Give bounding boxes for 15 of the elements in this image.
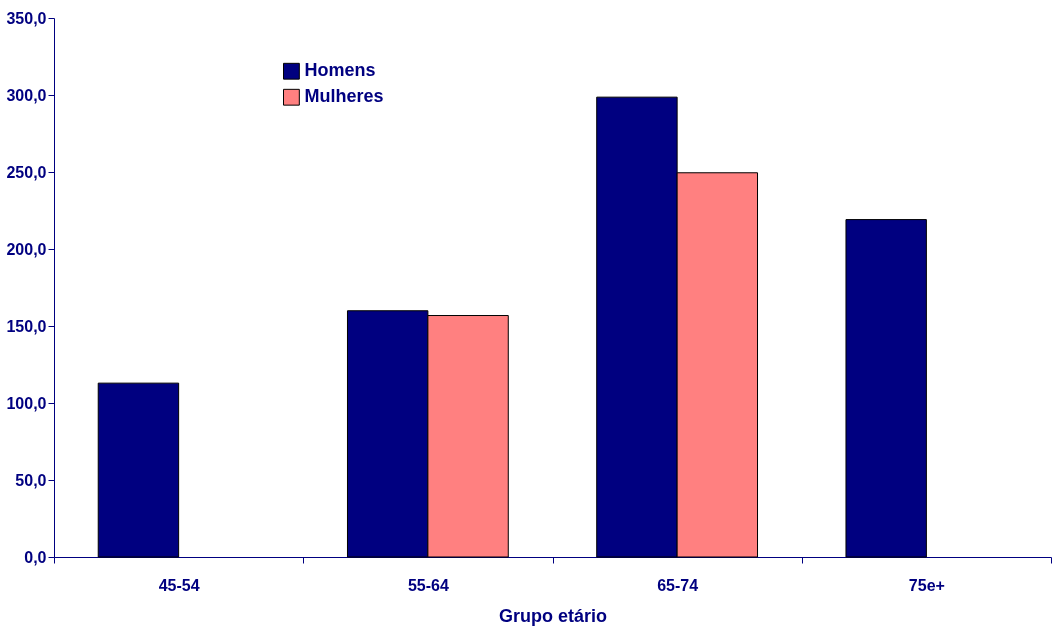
legend-label: Homens [304,60,376,81]
y-tick-label: 250,0 [6,163,47,181]
y-tick-label: 200,0 [6,240,47,258]
y-tick-label: 300,0 [6,86,47,104]
y-tick-label: 350,0 [6,9,47,27]
x-tick-label: 75e+ [908,576,945,594]
x-tick-label: 45-54 [158,576,200,594]
y-tick-label: 150,0 [6,317,47,335]
y-tick-label: 50,0 [15,471,47,489]
y-tick-label: 0,0 [24,548,47,566]
x-tick-label: 55-64 [407,576,449,594]
y-tick-label: 100,0 [6,394,47,412]
x-tick-label: 65-74 [657,576,699,594]
x-axis-title: Grupo etário [498,605,608,626]
legend-label: Mulheres [304,86,384,107]
